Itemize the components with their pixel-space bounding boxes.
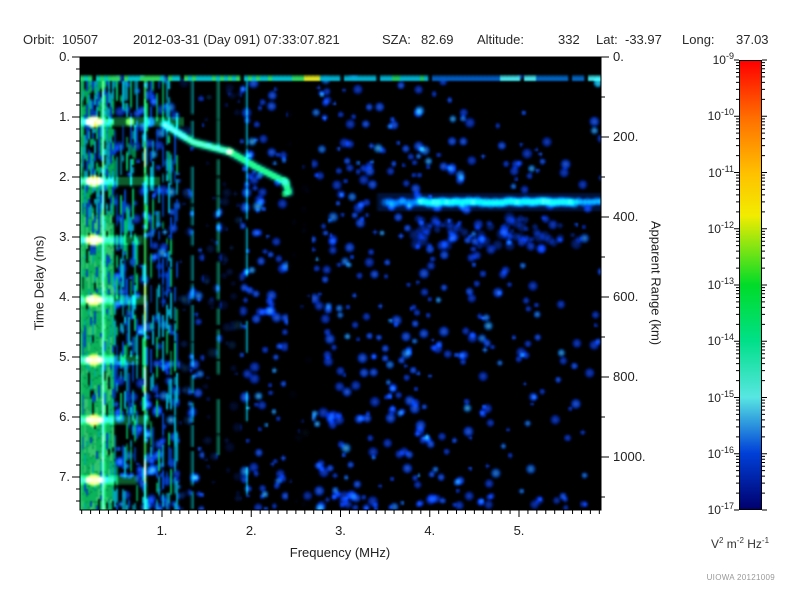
range-tick-label: 0. — [613, 49, 624, 64]
frequency-tick-label: 5. — [513, 523, 525, 538]
orbit-value: 10507 — [62, 32, 99, 47]
colorbar-tick-label: 10-10 — [707, 107, 734, 124]
time-tick-label: 6. — [59, 409, 70, 424]
frequency-tick-label: 2. — [245, 523, 257, 538]
long-value: 37.03 — [736, 32, 769, 47]
lat-label: Lat: — [596, 32, 618, 47]
altitude-label: Altitude: — [477, 32, 524, 47]
watermark: UIOWA 20121009 — [706, 573, 775, 582]
frequency-axis-title: Frequency (MHz) — [289, 545, 391, 560]
time-tick-label: 5. — [59, 349, 70, 364]
spectrogram-canvas — [80, 57, 601, 510]
frequency-tick-label: 1. — [156, 523, 168, 538]
time-tick-label: 2. — [59, 169, 70, 184]
time-tick-label: 3. — [59, 229, 70, 244]
colorbar-tick-label: 10-13 — [707, 276, 734, 292]
altitude-value: 332 — [558, 32, 580, 47]
colorbar — [739, 60, 762, 510]
time-delay-axis-title: Time Delay (ms) — [31, 235, 47, 331]
colorbar-tick-label: 10-11 — [708, 163, 734, 180]
colorbar-tick-label: 10-16 — [707, 444, 734, 461]
orbit-label: Orbit: — [23, 32, 55, 47]
colorbar-units: V2 m-2 Hz-1 — [710, 536, 770, 551]
sza-label: SZA: — [382, 32, 411, 47]
range-tick-label: 800. — [613, 369, 639, 384]
colorbar-tick-label: 10-12 — [707, 219, 734, 236]
colorbar-tick-label: 10-14 — [707, 332, 734, 349]
range-tick-label: 200. — [613, 129, 639, 144]
apparent-range-axis-title: Apparent Range (km) — [648, 220, 664, 346]
range-tick-label: 600. — [613, 289, 639, 304]
time-tick-label: 1. — [59, 109, 70, 124]
sza-value: 82.69 — [421, 32, 454, 47]
colorbar-tick-label: 10-9 — [712, 51, 734, 67]
time-tick-label: 4. — [59, 289, 70, 304]
long-label: Long: — [682, 32, 715, 47]
range-tick-label: 400. — [613, 209, 639, 224]
time-tick-label: 0. — [59, 49, 70, 64]
time-tick-label: 7. — [59, 469, 70, 484]
colorbar-tick-label: 10-17 — [707, 501, 734, 517]
range-tick-label: 1000. — [613, 449, 646, 464]
frequency-tick-label: 3. — [335, 523, 346, 538]
lat-value: -33.97 — [625, 32, 662, 47]
datetime-value: 2012-03-31 (Day 091) 07:33:07.821 — [133, 32, 340, 47]
frequency-tick-label: 4. — [424, 523, 436, 538]
colorbar-tick-label: 10-15 — [707, 388, 734, 405]
